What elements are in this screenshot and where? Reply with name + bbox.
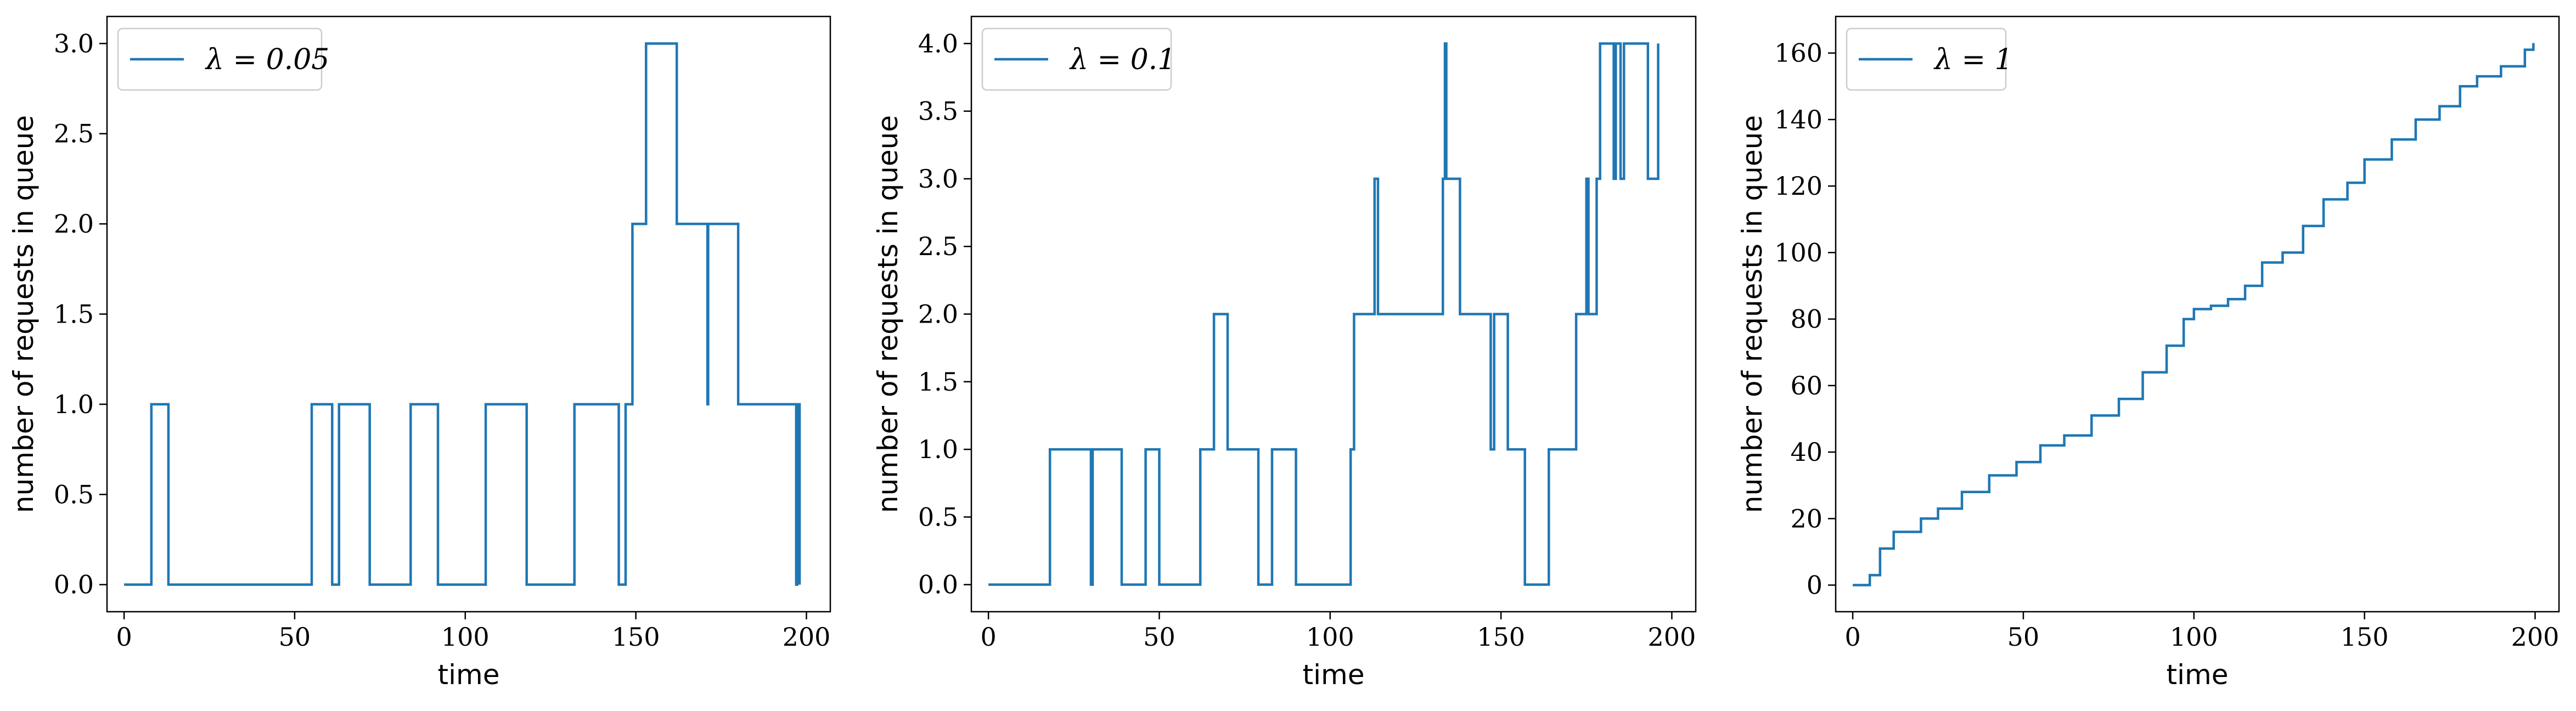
y-tick-label: 3.5 xyxy=(918,97,958,126)
x-tick-label: 0 xyxy=(980,622,996,652)
y-tick-label: 0.5 xyxy=(918,502,958,532)
x-tick-label: 0 xyxy=(116,622,132,652)
y-axis-label: number of requests in queue xyxy=(872,115,904,513)
y-tick-label: 2.0 xyxy=(54,209,94,239)
legend-box xyxy=(1846,27,2007,91)
y-tick-label: 0.5 xyxy=(54,479,94,509)
x-tick-label: 200 xyxy=(783,622,831,652)
legend-label: λ = 1 xyxy=(1933,43,2013,76)
x-tick-label: 200 xyxy=(2511,622,2560,652)
chart-panel-3: 0 50 100 150 200 0 20 40 60 80 100 120 140 160 time num… xyxy=(1736,15,2560,691)
axes-frame xyxy=(1835,15,2560,613)
legend: λ = 1 xyxy=(1846,27,2013,91)
axes-frame xyxy=(106,15,831,613)
legend-box xyxy=(117,27,323,91)
y-tick-label: 1.0 xyxy=(918,435,958,464)
y-tick-label: 2.0 xyxy=(918,300,958,329)
y-tick-label: 4.0 xyxy=(918,29,958,58)
y-axis-label: number of requests in queue xyxy=(8,115,40,513)
x-tick-label: 50 xyxy=(1143,622,1175,652)
legend-label: λ = 0.1 xyxy=(1069,43,1175,76)
chart-panel-2: 0 50 100 150 200 0.0 0.5 1.0 1.5 2.0 2.5 3.0 3.5 4.0 t… xyxy=(872,15,1697,691)
y-tick-label: 2.5 xyxy=(54,119,94,149)
y-tick-label: 80 xyxy=(1790,304,1823,334)
x-axis-label: time xyxy=(2167,659,2229,691)
y-tick-label: 0 xyxy=(1807,571,1823,600)
y-tick-label: 20 xyxy=(1790,504,1823,533)
x-axis-label: time xyxy=(438,659,500,691)
legend: λ = 0.05 xyxy=(117,27,329,91)
series-line-1 xyxy=(988,42,1660,586)
series-line-1 xyxy=(1853,43,2535,586)
x-tick-label: 150 xyxy=(612,622,660,652)
y-tick-label: 120 xyxy=(1774,171,1823,201)
y-tick-label: 140 xyxy=(1774,105,1823,134)
y-tick-label: 0.0 xyxy=(54,570,94,600)
x-tick-label: 150 xyxy=(1477,622,1525,652)
legend-label: λ = 0.05 xyxy=(205,43,329,76)
chart-panel-1: 0 50 100 150 200 0.0 0.5 1.0 1.5 2.0 2.5 3.0 time num… xyxy=(8,15,831,691)
y-tick-label: 100 xyxy=(1774,238,1823,267)
x-tick-label: 0 xyxy=(1844,622,1860,652)
x-tick-label: 150 xyxy=(2341,622,2389,652)
legend-box xyxy=(981,27,1172,91)
x-axis-label: time xyxy=(1303,659,1365,691)
y-tick-label: 3.0 xyxy=(918,164,958,194)
x-tick-label: 50 xyxy=(279,622,311,652)
legend: λ = 0.1 xyxy=(981,27,1175,91)
y-axis-label: number of requests in queue xyxy=(1736,115,1768,513)
x-tick-label: 50 xyxy=(2007,622,2040,652)
series-line-1 xyxy=(124,42,801,586)
x-tick-label: 200 xyxy=(1648,622,1696,652)
y-tick-label: 1.0 xyxy=(54,390,94,419)
x-tick-label: 100 xyxy=(2170,622,2218,652)
x-tick-label: 100 xyxy=(1306,622,1354,652)
y-tick-label: 1.5 xyxy=(54,300,94,329)
y-tick-label: 0.0 xyxy=(918,570,958,600)
y-tick-label: 40 xyxy=(1790,437,1823,467)
y-tick-label: 160 xyxy=(1774,38,1823,68)
x-tick-label: 100 xyxy=(441,622,490,652)
y-tick-label: 60 xyxy=(1790,371,1823,400)
y-tick-label: 3.0 xyxy=(54,29,94,58)
y-tick-label: 2.5 xyxy=(918,232,958,261)
y-tick-label: 1.5 xyxy=(918,367,958,397)
